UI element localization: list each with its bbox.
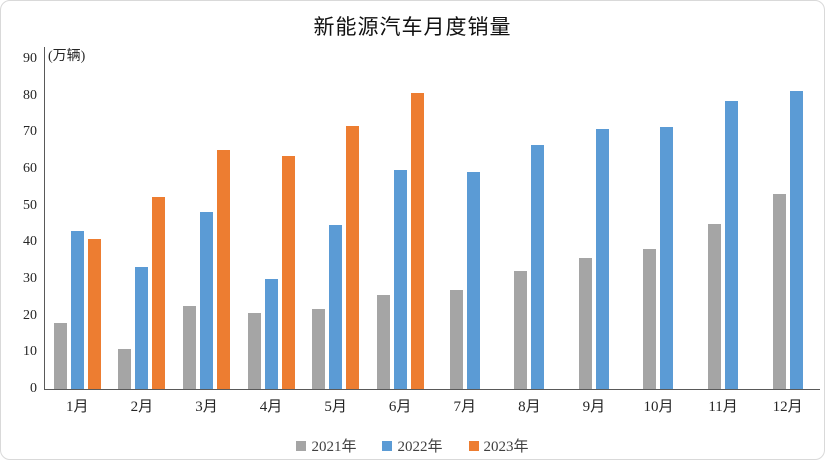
y-axis-tick-label: 40 (23, 234, 37, 250)
x-axis-tick-label: 9月 (582, 399, 606, 415)
bar-2022年-6月 (393, 170, 407, 389)
legend-label: 2023年 (483, 439, 529, 455)
bar-2021年-11月 (708, 224, 722, 389)
bar-2022年-4月 (264, 279, 278, 389)
x-axis-tick-label: 8月 (518, 399, 541, 415)
bar-group (239, 59, 304, 389)
y-axis-tick-label: 0 (30, 381, 37, 396)
bar-2022年-7月 (466, 171, 480, 389)
y-axis-unit-label: (万辆) (48, 49, 86, 64)
y-axis-tick-label: 50 (23, 197, 37, 213)
bar-2021年-3月 (182, 306, 196, 389)
x-axis-tick-label: 11月 (708, 399, 738, 415)
bar-2023年-4月 (281, 155, 295, 389)
bar-group (174, 59, 239, 389)
x-axis-tick-label: 2月 (130, 399, 154, 415)
legend-label: 2022年 (397, 439, 443, 455)
x-axis-tick-label: 5月 (324, 399, 347, 415)
bar-2021年-1月 (53, 323, 67, 389)
x-axis-tick-labels: 1月 2月 3月 4月 5月 6月 7月 8月 9月 10月 11月 12月 (45, 395, 820, 416)
bar-2021年-12月 (772, 194, 786, 389)
y-axis-tick-label: 30 (23, 271, 37, 286)
x-axis-tick-label: 12月 (772, 399, 803, 415)
bar-2022年-12月 (789, 90, 803, 389)
bar-group (626, 59, 691, 389)
y-axis-tick-label: 20 (23, 307, 37, 323)
bar-2022年-2月 (135, 266, 149, 389)
bar-2023年-2月 (152, 196, 166, 389)
y-axis-tick-label: 10 (23, 344, 37, 360)
legend-item-2021年: 2021年 (296, 435, 356, 456)
y-axis-tick-label: 60 (23, 161, 37, 176)
bar-2021年-6月 (376, 295, 390, 389)
bar-group (562, 59, 627, 389)
bar-2021年-10月 (643, 248, 657, 389)
chart-title: 新能源汽车月度销量 (313, 15, 512, 39)
bar-2021年-2月 (118, 348, 132, 389)
bar-group (110, 59, 175, 389)
y-axis-tick-labels: 0 10 20 30 40 50 60 70 80 90 (1, 51, 37, 396)
legend-item-2022年: 2022年 (382, 435, 443, 456)
bar-2023年-1月 (87, 239, 101, 389)
bar-group (691, 59, 756, 389)
y-axis-tick-label: 80 (23, 87, 37, 103)
legend-label: 2021年 (311, 439, 357, 455)
x-axis-tick-label: 6月 (388, 399, 412, 415)
legend-swatch-icon (382, 440, 393, 451)
bar-group (497, 59, 562, 389)
bar-2021年-9月 (578, 258, 592, 389)
x-axis-tick-label: 10月 (643, 399, 674, 415)
x-axis-tick-label: 3月 (195, 399, 218, 415)
y-axis-tick-label: 90 (23, 51, 37, 66)
bar-group (368, 59, 433, 389)
y-axis-line (44, 47, 45, 389)
bar-2022年-11月 (725, 100, 739, 389)
bar-2021年-4月 (247, 313, 261, 389)
bar-2022年-5月 (329, 225, 343, 389)
bar-2021年-5月 (312, 309, 326, 389)
x-axis-tick-label: 7月 (453, 399, 477, 415)
legend-swatch-icon (296, 440, 307, 451)
bar-2022年-3月 (199, 211, 213, 389)
bar-2021年-7月 (449, 289, 463, 389)
x-axis-tick-label: 1月 (66, 399, 89, 415)
bar-2023年-3月 (216, 149, 230, 389)
legend-swatch-icon (468, 440, 479, 451)
bar-2021年-8月 (514, 271, 528, 389)
x-axis-tick-label: 4月 (259, 399, 283, 415)
bar-2022年-8月 (531, 144, 545, 389)
bar-2022年-1月 (70, 230, 84, 389)
bar-2022年-9月 (595, 129, 609, 389)
bar-2023年-5月 (346, 126, 360, 389)
bar-group (45, 59, 110, 389)
plot-area (45, 59, 820, 389)
bar-group (303, 59, 368, 389)
bar-group (755, 59, 820, 389)
bar-group (432, 59, 497, 389)
legend-item-2023年: 2023年 (468, 435, 529, 456)
y-axis-tick-label: 70 (23, 124, 37, 140)
legend: 2021年 2022年 2023年 (1, 435, 824, 456)
bar-2023年-6月 (410, 93, 424, 389)
x-axis-line (44, 389, 820, 390)
bar-2022年-10月 (660, 127, 674, 389)
